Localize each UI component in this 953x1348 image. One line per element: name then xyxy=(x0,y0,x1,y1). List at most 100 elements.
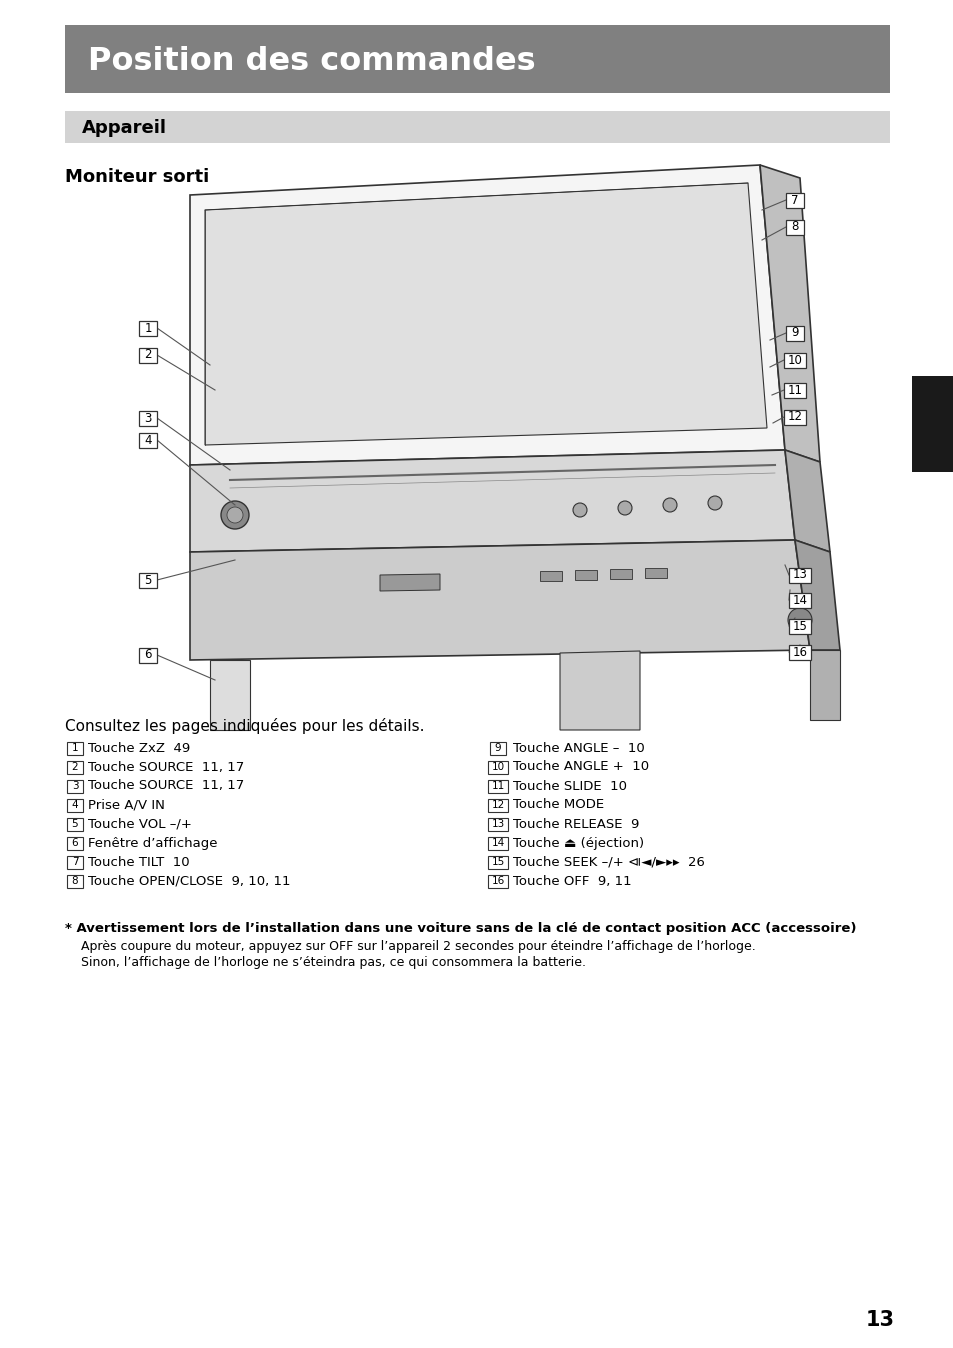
Text: 7: 7 xyxy=(71,857,78,867)
FancyBboxPatch shape xyxy=(488,875,507,887)
FancyBboxPatch shape xyxy=(67,741,83,755)
Text: 13: 13 xyxy=(491,820,504,829)
Text: 2: 2 xyxy=(71,762,78,772)
FancyBboxPatch shape xyxy=(67,798,83,811)
Text: Touche ANGLE +  10: Touche ANGLE + 10 xyxy=(513,760,648,774)
FancyBboxPatch shape xyxy=(788,593,810,608)
Text: 12: 12 xyxy=(491,799,504,810)
Text: 7: 7 xyxy=(790,194,798,206)
Text: 8: 8 xyxy=(71,876,78,886)
FancyBboxPatch shape xyxy=(139,411,157,426)
Text: 16: 16 xyxy=(792,646,806,659)
Polygon shape xyxy=(190,450,794,551)
Text: 5: 5 xyxy=(71,820,78,829)
Circle shape xyxy=(787,608,811,632)
FancyBboxPatch shape xyxy=(644,568,666,578)
Text: Touche MODE: Touche MODE xyxy=(513,798,603,811)
Text: Moniteur sorti: Moniteur sorti xyxy=(65,168,209,186)
Text: 13: 13 xyxy=(792,569,806,581)
Text: 9: 9 xyxy=(495,743,500,754)
Text: Consultez les pages indiquées pour les détails.: Consultez les pages indiquées pour les d… xyxy=(65,718,424,735)
Text: 9: 9 xyxy=(790,326,798,340)
Text: 4: 4 xyxy=(71,799,78,810)
FancyBboxPatch shape xyxy=(139,433,157,448)
FancyBboxPatch shape xyxy=(488,760,507,774)
FancyBboxPatch shape xyxy=(783,410,805,425)
FancyBboxPatch shape xyxy=(490,741,505,755)
Polygon shape xyxy=(190,541,809,661)
Text: Touche VOL –/+: Touche VOL –/+ xyxy=(88,817,192,830)
FancyBboxPatch shape xyxy=(539,572,561,581)
FancyBboxPatch shape xyxy=(788,619,810,634)
Circle shape xyxy=(573,503,586,518)
Polygon shape xyxy=(190,164,784,465)
FancyBboxPatch shape xyxy=(67,779,83,793)
FancyBboxPatch shape xyxy=(139,647,157,662)
Text: Fenêtre d’affichage: Fenêtre d’affichage xyxy=(88,837,217,849)
Polygon shape xyxy=(210,661,250,731)
FancyBboxPatch shape xyxy=(788,568,810,582)
Text: Sinon, l’affichage de l’horloge ne s’éteindra pas, ce qui consommera la batterie: Sinon, l’affichage de l’horloge ne s’éte… xyxy=(65,956,585,969)
Text: Touche SOURCE  11, 17: Touche SOURCE 11, 17 xyxy=(88,760,244,774)
Text: 11: 11 xyxy=(491,780,504,791)
FancyBboxPatch shape xyxy=(575,570,597,580)
FancyBboxPatch shape xyxy=(139,321,157,336)
Polygon shape xyxy=(559,651,639,731)
Circle shape xyxy=(662,497,677,512)
Text: 12: 12 xyxy=(786,411,801,423)
Text: 10: 10 xyxy=(787,353,801,367)
FancyBboxPatch shape xyxy=(785,193,803,208)
Circle shape xyxy=(221,501,249,528)
Text: Touche OPEN/CLOSE  9, 10, 11: Touche OPEN/CLOSE 9, 10, 11 xyxy=(88,875,291,887)
FancyBboxPatch shape xyxy=(488,798,507,811)
FancyBboxPatch shape xyxy=(488,779,507,793)
Text: 1: 1 xyxy=(144,322,152,334)
FancyBboxPatch shape xyxy=(783,352,805,368)
Text: * Avertissement lors de l’installation dans une voiture sans de la clé de contac: * Avertissement lors de l’installation d… xyxy=(65,922,856,936)
Text: Touche RELEASE  9: Touche RELEASE 9 xyxy=(513,817,639,830)
Text: 11: 11 xyxy=(786,383,801,396)
Polygon shape xyxy=(794,541,840,650)
Text: 1: 1 xyxy=(71,743,78,754)
Polygon shape xyxy=(379,574,439,590)
Polygon shape xyxy=(784,450,829,551)
Text: Prise A/V IN: Prise A/V IN xyxy=(88,798,165,811)
Text: Touche TILT  10: Touche TILT 10 xyxy=(88,856,190,868)
FancyBboxPatch shape xyxy=(488,856,507,868)
Polygon shape xyxy=(205,183,766,445)
FancyBboxPatch shape xyxy=(785,220,803,235)
FancyBboxPatch shape xyxy=(609,569,631,580)
FancyBboxPatch shape xyxy=(139,348,157,363)
Text: 2: 2 xyxy=(144,349,152,361)
Polygon shape xyxy=(760,164,820,462)
Text: 14: 14 xyxy=(792,593,806,607)
FancyBboxPatch shape xyxy=(65,26,889,93)
Text: 15: 15 xyxy=(792,620,806,632)
FancyBboxPatch shape xyxy=(67,760,83,774)
FancyBboxPatch shape xyxy=(911,376,953,472)
FancyBboxPatch shape xyxy=(65,111,889,143)
FancyBboxPatch shape xyxy=(139,573,157,588)
FancyBboxPatch shape xyxy=(67,875,83,887)
Circle shape xyxy=(227,507,243,523)
FancyBboxPatch shape xyxy=(788,644,810,659)
Text: Touche ⏏ (éjection): Touche ⏏ (éjection) xyxy=(513,837,643,849)
Text: Touche ANGLE –  10: Touche ANGLE – 10 xyxy=(513,741,644,755)
FancyBboxPatch shape xyxy=(783,383,805,398)
Text: 3: 3 xyxy=(144,411,152,425)
Text: 10: 10 xyxy=(491,762,504,772)
FancyBboxPatch shape xyxy=(67,837,83,849)
Text: Après coupure du moteur, appuyez sur OFF sur l’appareil 2 secondes pour éteindre: Après coupure du moteur, appuyez sur OFF… xyxy=(65,940,755,953)
FancyBboxPatch shape xyxy=(785,325,803,341)
Text: 13: 13 xyxy=(864,1310,894,1330)
Text: Touche SOURCE  11, 17: Touche SOURCE 11, 17 xyxy=(88,779,244,793)
Text: Touche OFF  9, 11: Touche OFF 9, 11 xyxy=(513,875,631,887)
Text: Touche ZxZ  49: Touche ZxZ 49 xyxy=(88,741,190,755)
Text: Appareil: Appareil xyxy=(82,119,167,137)
Text: 8: 8 xyxy=(790,221,798,233)
Text: 4: 4 xyxy=(144,434,152,446)
Text: 15: 15 xyxy=(491,857,504,867)
FancyBboxPatch shape xyxy=(488,817,507,830)
Polygon shape xyxy=(809,650,840,720)
Text: 6: 6 xyxy=(144,648,152,662)
